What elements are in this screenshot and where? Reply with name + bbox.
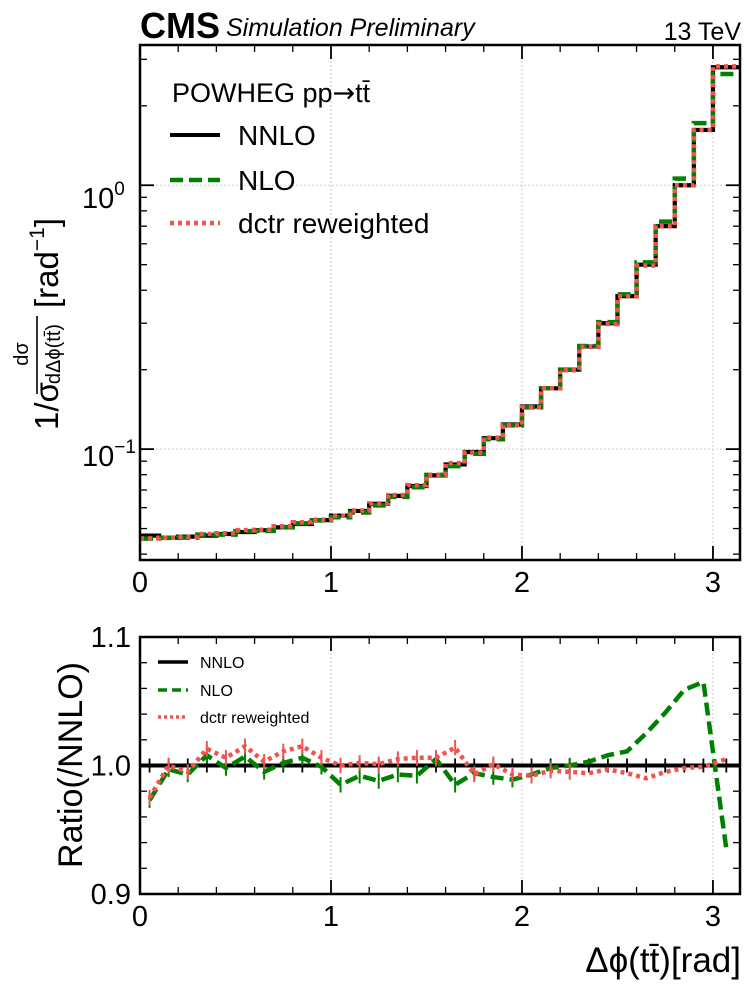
ratio-ylabel: Ratio(/NNLO): [52, 662, 90, 868]
main-xtick-labels: 0 1 2 3: [132, 567, 721, 599]
ratio-legend-label-nnlo: NNLO: [200, 655, 244, 672]
main-xtick-label: 0: [132, 567, 148, 599]
ratio-ytick-label: 0.9: [91, 879, 131, 911]
ratio-ytick-label: 1.0: [91, 751, 131, 783]
main-xtick-label: 2: [514, 567, 530, 599]
main-ytick-label-1: 100: [82, 179, 125, 215]
svg-text:dΔϕ(tt̄): dΔϕ(tt̄): [43, 324, 65, 384]
ratio-xtick-labels: 0 1 2 3: [132, 901, 721, 933]
ratio-ytick-label: 1.1: [91, 622, 131, 654]
svg-text:1/σ: 1/σ: [28, 382, 65, 430]
ratio-xtick-label: 1: [323, 901, 339, 933]
ratio-axes-frame: [138, 635, 742, 896]
cms-label: CMS: [140, 5, 220, 46]
main-xtick-label: 3: [705, 567, 721, 599]
ratio-legend: NNLO NLO dctr reweighted: [158, 655, 309, 727]
ratio-ytick-labels: 0.9 1.0 1.1: [91, 622, 131, 911]
main-xtick-label: 1: [323, 567, 339, 599]
ratio-xtick-label: 0: [132, 901, 148, 933]
svg-text:dσ: dσ: [11, 342, 33, 366]
main-ylabel: 1/σ dσ dΔϕ(tt̄) [rad−1]: [11, 218, 65, 430]
ratio-legend-label-nlo: NLO: [200, 683, 233, 700]
main-panel: 100 10−1 0 1 2 3 1/σ dσ dΔϕ(tt̄) [rad−1] PO…: [11, 43, 742, 599]
energy-label: 13 TeV: [664, 18, 742, 46]
main-plot-background: [140, 45, 740, 560]
svg-text:[rad−1]: [rad−1]: [26, 218, 65, 308]
ratio-xtick-label: 3: [705, 901, 721, 933]
status-label: Simulation Preliminary: [226, 14, 476, 42]
main-ytick-label-0: 10−1: [82, 437, 136, 473]
main-legend-label-nnlo: NNLO: [238, 120, 316, 151]
ratio-xtick-label: 2: [514, 901, 530, 933]
ratio-legend-label-dctr: dctr reweighted: [200, 710, 309, 727]
main-legend-title: POWHEG pp→tt̄: [172, 78, 371, 109]
ratio-panel: 0.9 1.0 1.1 0 1 2 3 Ratio(/NNLO) Δϕ(tt̄)[rad]…: [52, 622, 742, 980]
main-series-dctr-reweighted: [140, 64, 740, 541]
main-legend: POWHEG pp→tt̄ NNLO NLO dctr reweighted: [170, 78, 429, 239]
main-axes-frame: [138, 43, 742, 562]
main-series: [140, 64, 740, 541]
ratio-xlabel: Δϕ(tt̄)[rad]: [585, 941, 741, 980]
main-legend-label-dctr: dctr reweighted: [238, 208, 429, 239]
main-legend-label-nlo: NLO: [238, 165, 296, 196]
ratio-series: [140, 679, 740, 850]
